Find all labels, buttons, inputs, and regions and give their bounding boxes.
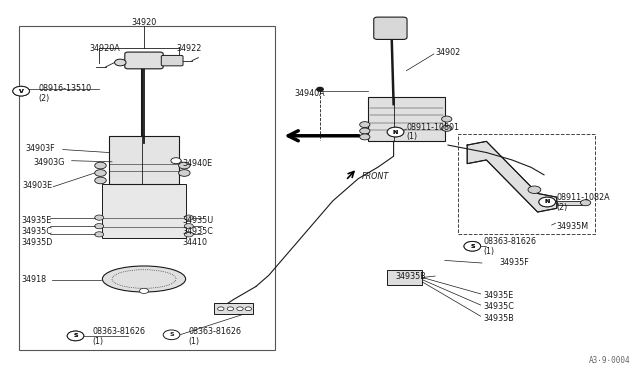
Circle shape	[184, 215, 193, 220]
FancyBboxPatch shape	[374, 17, 407, 39]
Text: 08363-81626: 08363-81626	[188, 327, 241, 336]
Text: 34935C: 34935C	[182, 227, 213, 236]
Circle shape	[179, 170, 190, 176]
Text: N: N	[393, 129, 398, 135]
Text: 08916-13510: 08916-13510	[38, 84, 92, 93]
Circle shape	[115, 59, 126, 66]
Text: 34935C: 34935C	[483, 302, 514, 311]
Text: (1): (1)	[406, 132, 417, 141]
Text: 08911-10801: 08911-10801	[406, 123, 460, 132]
FancyBboxPatch shape	[161, 55, 183, 66]
Bar	[19, 26, 275, 350]
Text: 34935D: 34935D	[21, 238, 52, 247]
Text: S: S	[73, 333, 78, 339]
Text: V: V	[19, 89, 24, 94]
Circle shape	[387, 127, 404, 137]
Bar	[368, 97, 445, 141]
Bar	[458, 134, 595, 234]
Circle shape	[387, 127, 404, 137]
Circle shape	[163, 330, 180, 340]
Circle shape	[67, 331, 84, 341]
Circle shape	[95, 224, 104, 229]
Circle shape	[580, 200, 591, 206]
Text: V: V	[19, 89, 24, 94]
Circle shape	[140, 288, 148, 294]
Circle shape	[179, 162, 190, 169]
Circle shape	[317, 87, 323, 91]
Circle shape	[95, 162, 106, 169]
Text: 08911-1082A: 08911-1082A	[557, 193, 611, 202]
Polygon shape	[467, 141, 557, 212]
Text: 34940A: 34940A	[294, 89, 325, 97]
Circle shape	[539, 197, 556, 207]
Text: (1): (1)	[188, 337, 199, 346]
Circle shape	[464, 241, 481, 251]
Bar	[387, 270, 422, 285]
Circle shape	[95, 215, 104, 220]
Circle shape	[171, 158, 181, 164]
Text: 34918: 34918	[21, 275, 46, 284]
Text: N: N	[545, 199, 550, 205]
Circle shape	[245, 307, 252, 311]
Text: S: S	[169, 332, 174, 337]
Text: 34920A: 34920A	[90, 44, 120, 53]
Text: (1): (1)	[483, 247, 494, 256]
FancyBboxPatch shape	[125, 52, 163, 69]
Text: 34410: 34410	[182, 238, 207, 247]
Circle shape	[95, 232, 104, 237]
Circle shape	[539, 197, 556, 207]
Circle shape	[184, 224, 193, 229]
Text: 34935B: 34935B	[396, 272, 426, 280]
Text: 34935E: 34935E	[21, 216, 51, 225]
Text: 34902: 34902	[435, 48, 460, 57]
Text: S: S	[73, 333, 78, 339]
Text: N: N	[393, 129, 398, 135]
Circle shape	[95, 170, 106, 176]
Circle shape	[237, 307, 243, 311]
Circle shape	[184, 232, 193, 237]
Bar	[102, 184, 186, 238]
Text: 34935C: 34935C	[21, 227, 52, 236]
Text: 34940E: 34940E	[182, 159, 212, 168]
Text: 34935E: 34935E	[483, 291, 513, 300]
Text: 34920: 34920	[131, 18, 157, 27]
Text: 34935M: 34935M	[557, 222, 589, 231]
Circle shape	[360, 134, 370, 140]
Text: 08363-81626: 08363-81626	[93, 327, 146, 336]
Text: S: S	[470, 244, 475, 249]
Text: A3⋅9⋅0004: A3⋅9⋅0004	[589, 356, 630, 365]
Bar	[557, 201, 582, 205]
Text: (1): (1)	[93, 337, 104, 346]
Text: N: N	[545, 199, 550, 205]
Text: 34935F: 34935F	[499, 258, 529, 267]
Text: 34903F: 34903F	[26, 144, 55, 153]
Circle shape	[464, 241, 481, 251]
Text: 34935U: 34935U	[182, 216, 214, 225]
Circle shape	[360, 122, 370, 128]
Text: S: S	[470, 244, 475, 249]
Bar	[109, 136, 179, 184]
Text: 34903G: 34903G	[34, 158, 65, 167]
Circle shape	[218, 307, 224, 311]
Circle shape	[442, 116, 452, 122]
Circle shape	[67, 331, 84, 341]
Circle shape	[13, 86, 29, 96]
Text: 08363-81626: 08363-81626	[483, 237, 536, 246]
Circle shape	[95, 177, 106, 184]
Circle shape	[360, 128, 370, 134]
Circle shape	[442, 125, 452, 131]
Circle shape	[528, 186, 541, 193]
Text: 34935B: 34935B	[483, 314, 514, 323]
Text: (2): (2)	[557, 203, 568, 212]
Text: (2): (2)	[38, 94, 50, 103]
Ellipse shape	[102, 266, 186, 292]
Text: FRONT: FRONT	[362, 172, 389, 181]
Text: 34922: 34922	[176, 44, 202, 53]
Bar	[214, 303, 253, 314]
Circle shape	[13, 86, 29, 96]
Text: 34903E: 34903E	[22, 182, 52, 190]
Circle shape	[227, 307, 234, 311]
